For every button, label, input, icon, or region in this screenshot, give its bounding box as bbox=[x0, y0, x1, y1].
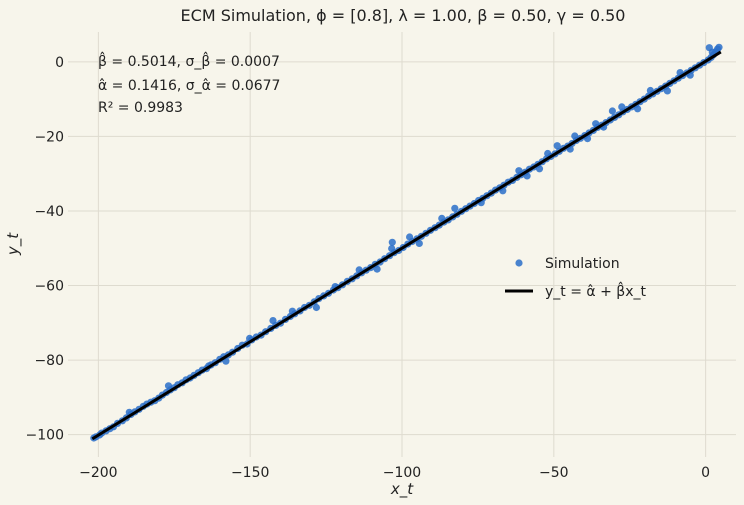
annotation-r-squared: R² = 0.9983 bbox=[98, 100, 183, 116]
y-tick-label: −60 bbox=[34, 279, 64, 295]
legend-scatter-marker bbox=[515, 259, 523, 267]
y-tick-label: −80 bbox=[34, 353, 64, 369]
y-tick-label: −100 bbox=[26, 428, 64, 444]
legend: Simulation y_t = α̂ + β̂x_t bbox=[505, 256, 646, 300]
scatter-point bbox=[388, 245, 396, 253]
annotation-alpha: α̂ = 0.1416, σ_α̂ = 0.0677 bbox=[98, 78, 280, 94]
scatter-point bbox=[715, 43, 723, 51]
scatter-point bbox=[373, 265, 381, 273]
scatter-point bbox=[646, 86, 655, 95]
scatter-point bbox=[269, 317, 277, 325]
scatter-point bbox=[515, 167, 523, 175]
x-tick-label: −50 bbox=[539, 465, 569, 481]
scatter-point bbox=[553, 142, 561, 150]
scatter-point bbox=[415, 239, 423, 247]
y-tick-label: −40 bbox=[34, 204, 64, 220]
scatter-point bbox=[592, 120, 600, 128]
x-tick-label: −150 bbox=[231, 465, 269, 481]
scatter-point bbox=[618, 103, 626, 111]
y-tick-label: −20 bbox=[34, 129, 64, 145]
x-tick-label: −200 bbox=[79, 465, 117, 481]
legend-label-fit: y_t = α̂ + β̂x_t bbox=[545, 281, 646, 300]
scatter-point bbox=[451, 204, 459, 212]
x-tick-label: −100 bbox=[383, 465, 421, 481]
legend-label-simulation: Simulation bbox=[545, 256, 620, 272]
scatter-point bbox=[535, 165, 544, 173]
scatter-point bbox=[634, 105, 642, 113]
scatter-point bbox=[312, 303, 320, 312]
scatter-point bbox=[544, 149, 552, 158]
scatter-point bbox=[388, 238, 396, 246]
tick-labels: −200 −150 −100 −50 0−100−80−60−40−200 bbox=[26, 55, 711, 481]
y-tick-label: 0 bbox=[55, 55, 64, 71]
y-axis-label: y_t bbox=[4, 232, 23, 256]
scatter-point bbox=[608, 107, 617, 115]
fit-line-group bbox=[91, 50, 722, 441]
x-tick-label: 0 bbox=[701, 465, 710, 481]
x-axis-label: x_t bbox=[390, 480, 414, 499]
scatter-point bbox=[438, 214, 446, 222]
scatter-point bbox=[705, 44, 713, 52]
fit-line bbox=[91, 50, 722, 441]
annotation-beta: β̂ = 0.5014, σ_β̂ = 0.0007 bbox=[98, 51, 280, 70]
grid bbox=[68, 32, 736, 457]
scatter-point bbox=[406, 233, 414, 241]
scatter-point bbox=[164, 382, 173, 390]
scatter-point bbox=[663, 87, 672, 95]
chart-title: ECM Simulation, ϕ = [0.8], λ = 1.00, β =… bbox=[181, 6, 626, 25]
scatter-point bbox=[355, 266, 363, 274]
scatter-point bbox=[571, 132, 579, 140]
scatter-point bbox=[523, 172, 531, 180]
